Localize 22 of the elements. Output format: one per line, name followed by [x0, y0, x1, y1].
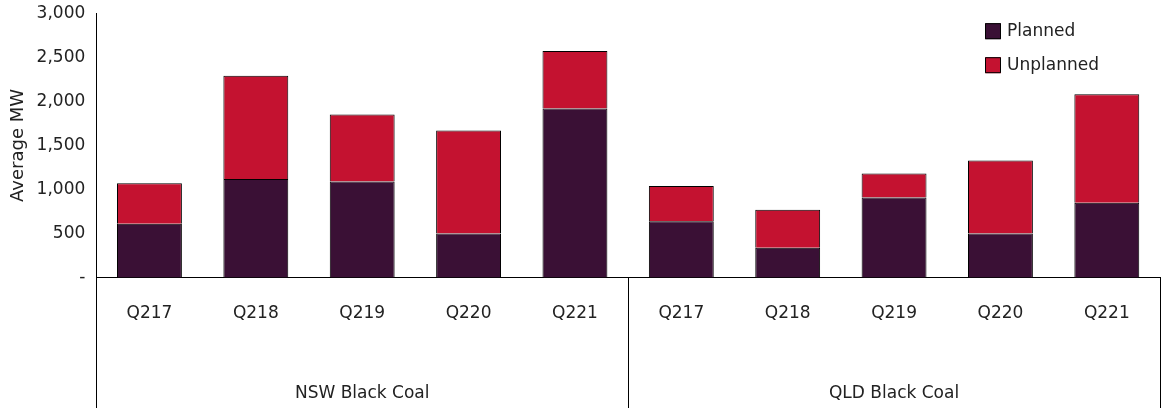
legend-label: Unplanned — [1007, 53, 1099, 74]
y-tick-label: - — [79, 266, 86, 287]
x-tick-label: Q219 — [871, 302, 917, 323]
x-tick-label: Q217 — [658, 302, 705, 323]
y-tick-label: 2,500 — [36, 45, 86, 66]
y-tick-label: 3,000 — [36, 1, 86, 22]
y-tick-label: 2,000 — [36, 89, 86, 110]
x-tick-label: Q221 — [552, 302, 598, 323]
x-tick-label: Q220 — [977, 302, 1024, 323]
x-tick-label: Q217 — [126, 302, 173, 323]
text: NSW Black Coal — [294, 382, 430, 403]
x-tick-label: Q218 — [232, 302, 279, 323]
y-tick-label: 1,000 — [36, 177, 86, 198]
y-tick-label: 1,500 — [36, 133, 86, 154]
x-tick-label: Q218 — [764, 302, 811, 323]
x-tick-label: Q221 — [1083, 302, 1130, 323]
y-axis-title: Average MW — [6, 88, 28, 202]
legend-label: Planned — [1007, 19, 1076, 40]
text: QLD Black Coal — [828, 382, 960, 403]
x-tick-label: Q219 — [339, 302, 386, 323]
y-tick-label: 500 — [52, 221, 86, 242]
x-tick-label: Q220 — [445, 302, 492, 323]
